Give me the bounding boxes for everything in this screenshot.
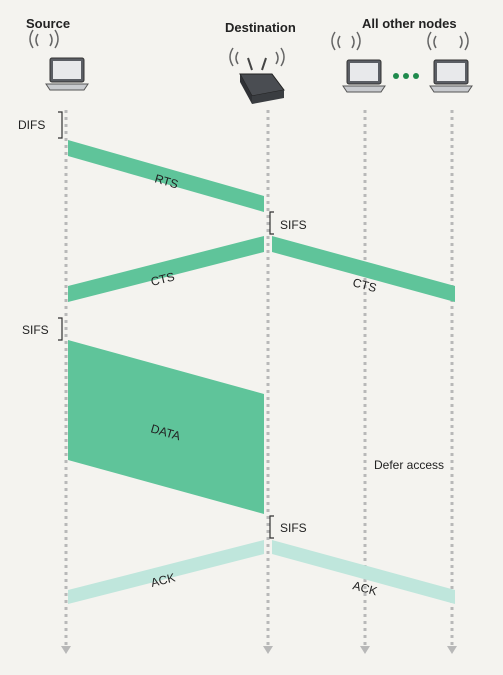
sifs-bracket [269,211,274,235]
ack-frame-to-source [68,540,264,604]
source-label: Source [26,16,71,31]
other-node-2-arrow [447,646,457,654]
sifs-label: SIFS [280,218,307,232]
access-point-icon [239,57,285,104]
destination-label: Destination [225,20,296,35]
other-node-arrow [360,646,370,654]
laptop-icon [45,57,89,91]
other-nodes-label: All other nodes [362,16,457,31]
rts-label: RTS [153,171,180,191]
cts-frame-to-source [68,236,264,302]
cts-frame-to-others [272,236,455,302]
sifs-label: SIFS [280,521,307,535]
difs-label: DIFS [18,118,46,132]
source-arrow [61,646,71,654]
destination-arrow [263,646,273,654]
laptop-icon [429,59,473,93]
sifs-bracket [269,515,274,539]
sifs-label: SIFS [22,323,49,337]
laptop-icon [342,59,386,93]
rts-frame [68,140,264,212]
wifi-signal-icon [229,47,285,67]
wifi-signal-icon [331,31,361,51]
difs-bracket [58,111,63,139]
wifi-signal-icon [29,29,59,49]
ack-label: ACK [149,570,176,590]
wifi-signal-icon [427,31,469,51]
sifs-bracket [58,317,63,341]
ack-label: ACK [351,578,378,598]
ack-frame-to-others [272,540,455,604]
data-frame [68,340,264,514]
cts-label: CTS [351,275,378,295]
timelines [61,110,457,654]
cts-label: CTS [149,270,176,289]
ellipsis-icon [393,73,419,79]
defer-access-label: Defer access [374,458,445,472]
